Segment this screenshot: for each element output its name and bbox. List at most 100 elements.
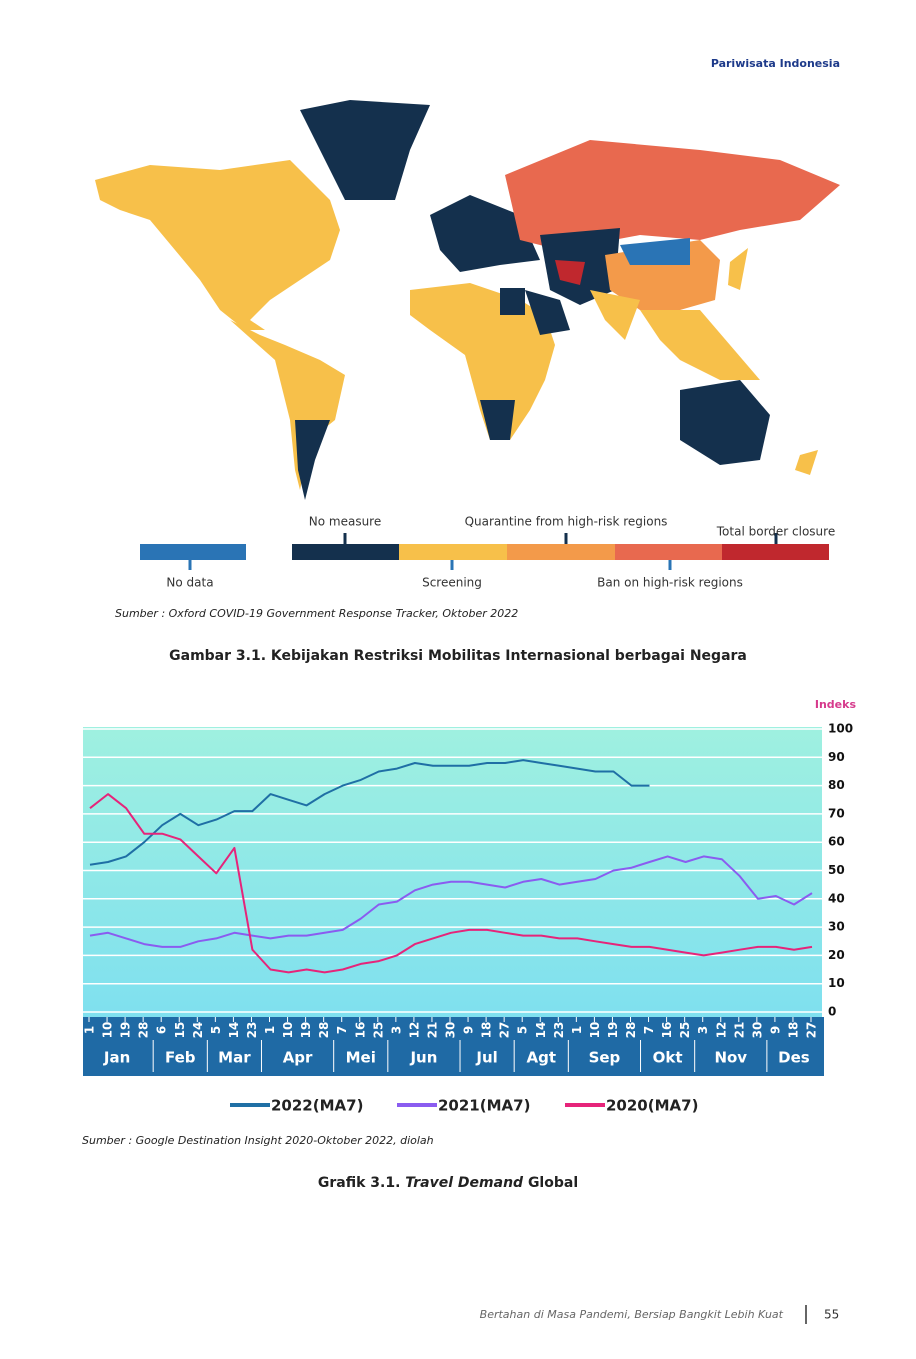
month-label: Okt: [653, 1049, 683, 1067]
x-tick-label: 18: [786, 1022, 800, 1039]
x-tick-label: 25: [678, 1022, 692, 1039]
series-line: [89, 759, 650, 866]
x-tick-label: 6: [155, 1026, 169, 1034]
y-tick-label: 80: [828, 778, 845, 792]
legend-swatch: [140, 544, 246, 560]
x-tick-label: 27: [498, 1022, 512, 1039]
map-legend: No data No measure Screening Quarantine fro…: [140, 515, 835, 590]
x-tick-label: 21: [732, 1022, 746, 1039]
legend-label: Total border closure: [716, 525, 835, 539]
x-axis-band: [83, 1017, 824, 1076]
x-tick-label: 5: [209, 1026, 223, 1034]
y-tick-label: 60: [828, 835, 845, 849]
map-source: Sumber : Oxford COVID-19 Government Resp…: [115, 607, 518, 620]
month-label: Des: [778, 1049, 810, 1067]
month-label: Apr: [283, 1049, 313, 1067]
x-tick-label: 5: [516, 1026, 530, 1034]
legend-label: Ban on high-risk regions: [597, 576, 743, 590]
header-title: Pariwisata Indonesia: [711, 57, 840, 70]
x-tick-label: 16: [353, 1022, 367, 1039]
y-tick-label: 20: [828, 948, 845, 962]
x-tick-label: 1: [570, 1026, 584, 1034]
x-tick-label: 9: [462, 1026, 476, 1034]
legend-label: 2021(MA7): [438, 1097, 530, 1115]
x-tick-label: 23: [552, 1022, 566, 1039]
x-tick-label: 10: [101, 1022, 115, 1039]
x-tick-label: 18: [480, 1022, 494, 1039]
legend-label: No data: [166, 576, 213, 590]
y-tick-label: 30: [828, 920, 845, 934]
x-tick-label: 16: [660, 1022, 674, 1039]
legend-swatch: [615, 544, 722, 560]
x-tick-label: 10: [588, 1022, 602, 1039]
legend-label: 2020(MA7): [606, 1097, 698, 1115]
month-label: Jun: [409, 1049, 437, 1067]
x-tick-label: 1: [263, 1026, 277, 1034]
plot-background: [83, 727, 822, 1017]
x-tick-label: 28: [624, 1022, 638, 1039]
month-label: Jul: [475, 1049, 497, 1067]
x-tick-label: 12: [407, 1022, 421, 1039]
y-tick-label: 0: [828, 1005, 836, 1019]
x-tick-label: 7: [335, 1026, 349, 1034]
month-label: Agt: [526, 1049, 556, 1067]
x-tick-label: 23: [245, 1022, 259, 1039]
legend-label: 2022(MA7): [271, 1097, 363, 1115]
y-axis-label: Indeks: [815, 698, 857, 711]
x-tick-label: 30: [750, 1022, 764, 1039]
x-tick-label: 21: [425, 1022, 439, 1039]
caption-prefix: Grafik 3.1.: [318, 1175, 401, 1191]
month-label: Nov: [714, 1049, 747, 1067]
x-tick-label: 19: [299, 1022, 313, 1039]
chart-caption: Grafik 3.1. Travel Demand Global: [318, 1175, 578, 1191]
legend-label: Quarantine from high-risk regions: [465, 515, 668, 529]
x-tick-label: 28: [317, 1022, 331, 1039]
legend-label: No measure: [309, 515, 381, 529]
y-tick-label: 10: [828, 976, 845, 990]
x-tick-label: 7: [642, 1026, 656, 1034]
x-tick-label: 14: [227, 1022, 241, 1039]
chart-legend: 2022(MA7) 2021(MA7) 2020(MA7): [230, 1097, 698, 1115]
x-tick-label: 28: [137, 1022, 151, 1039]
month-label: Sep: [589, 1049, 621, 1067]
x-tick-label: 24: [191, 1022, 205, 1039]
x-tick-label: 14: [534, 1022, 548, 1039]
page-number: 55: [824, 1308, 839, 1322]
footer-text: Bertahan di Masa Pandemi, Bersiap Bangki…: [480, 1308, 784, 1321]
x-tick-label: 12: [714, 1022, 728, 1039]
month-label: Jan: [103, 1049, 130, 1067]
month-label: Mar: [218, 1049, 251, 1067]
legend-swatch: [399, 544, 507, 560]
map-caption: Gambar 3.1. Kebijakan Restriksi Mobilita…: [169, 648, 747, 664]
y-tick-label: 40: [828, 891, 845, 905]
x-tick-label: 19: [606, 1022, 620, 1039]
x-tick-label: 15: [173, 1022, 187, 1039]
x-tick-label: 25: [371, 1022, 385, 1039]
y-tick-label: 70: [828, 806, 845, 820]
series-line: [89, 855, 813, 948]
x-tick-label: 30: [444, 1022, 458, 1039]
y-tick-label: 90: [828, 750, 845, 764]
x-tick-label: 3: [696, 1026, 710, 1034]
x-tick-label: 9: [768, 1026, 782, 1034]
caption-suffix: Global: [528, 1175, 578, 1191]
month-label: Mei: [346, 1049, 376, 1067]
x-tick-label: 1: [83, 1026, 97, 1034]
y-tick-label: 50: [828, 863, 845, 877]
legend-label: Screening: [422, 576, 482, 590]
legend-swatch: [722, 544, 829, 560]
x-tick-label: 10: [281, 1022, 295, 1039]
x-tick-label: 3: [389, 1026, 403, 1034]
series-line: [89, 793, 813, 974]
x-tick-label: 19: [119, 1022, 133, 1039]
world-map: [95, 100, 840, 500]
legend-swatch: [507, 544, 615, 560]
legend-swatch: [292, 544, 399, 560]
caption-italic: Travel Demand: [405, 1175, 524, 1191]
chart-source: Sumber : Google Destination Insight 2020…: [82, 1134, 434, 1147]
x-tick-label: 27: [805, 1022, 819, 1039]
month-label: Feb: [165, 1049, 196, 1067]
